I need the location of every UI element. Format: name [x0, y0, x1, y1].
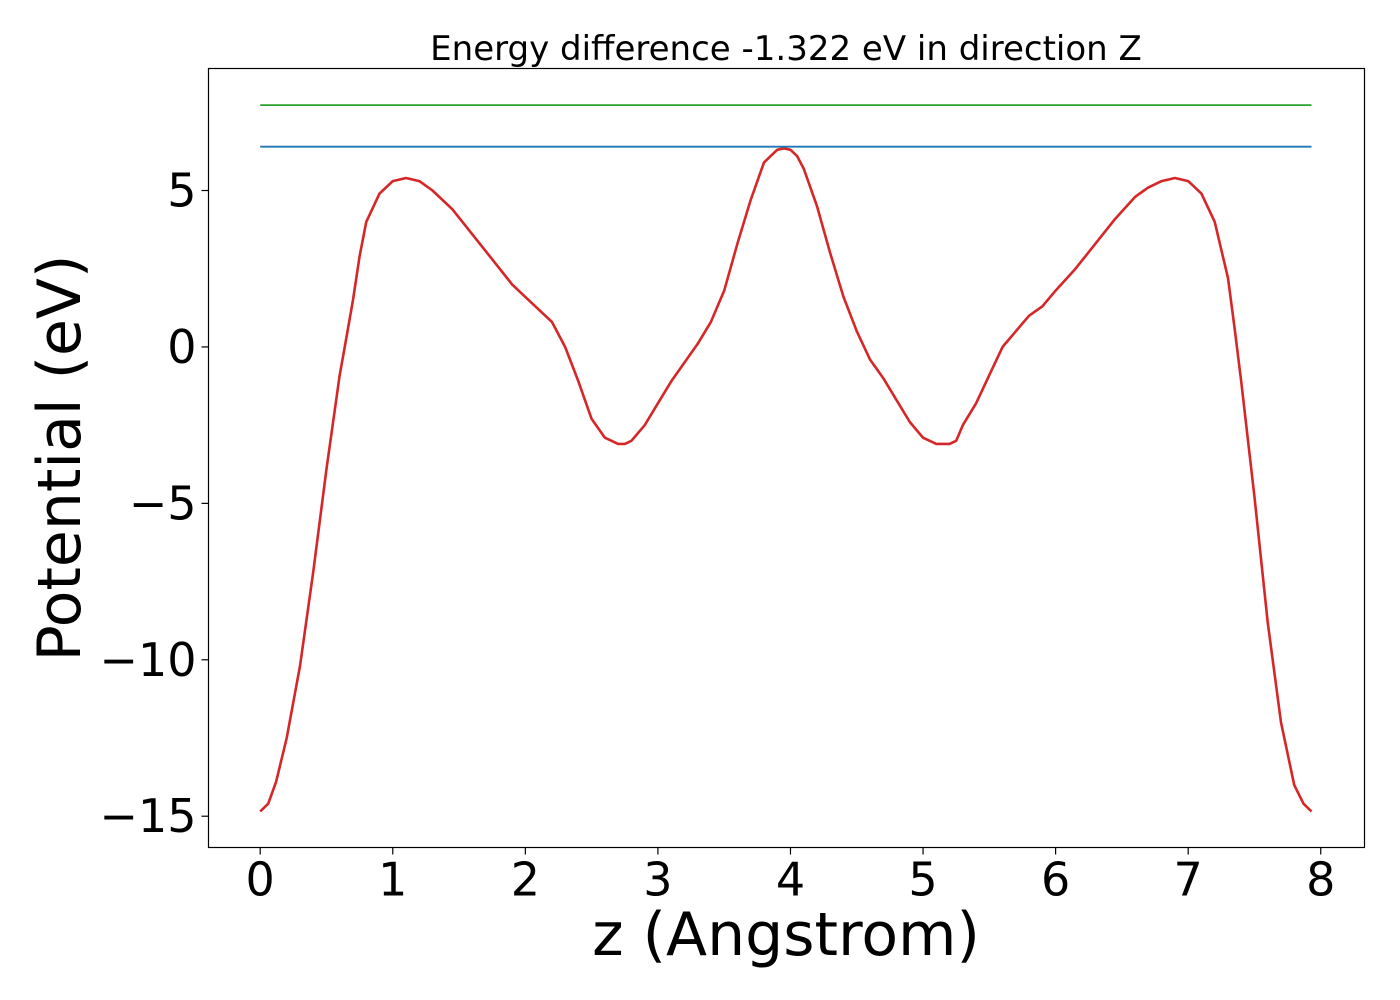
x-tick-label: 2	[511, 853, 540, 907]
x-tick-label: 1	[378, 853, 407, 907]
x-tick-label: 8	[1306, 853, 1335, 907]
y-tick-label: −15	[99, 789, 196, 843]
x-tick-label: 3	[643, 853, 672, 907]
y-tick-label: 0	[167, 320, 196, 374]
x-tick-label: 5	[908, 853, 937, 907]
chart-title: Energy difference -1.322 eV in direction…	[430, 29, 1142, 69]
y-tick-label: −10	[99, 633, 196, 687]
y-axis-label: Potential (eV)	[25, 255, 95, 662]
x-axis-label: z (Angstrom)	[592, 900, 980, 970]
y-tick-label: −5	[129, 476, 197, 530]
series-line-potential	[259, 147, 1313, 813]
series-layer	[259, 104, 1313, 813]
x-tick-label: 4	[776, 853, 805, 907]
y-tick-label: 5	[167, 164, 196, 218]
x-tick-label: 7	[1174, 853, 1203, 907]
plot-area-frame	[207, 67, 1366, 849]
x-axis-ticks: 0 1 2 3 4 5 6 7 8	[246, 847, 1335, 907]
x-tick-label: 6	[1041, 853, 1070, 907]
y-axis-ticks: −15 −10 −5 0 5	[99, 164, 209, 843]
x-tick-label: 0	[246, 853, 275, 907]
